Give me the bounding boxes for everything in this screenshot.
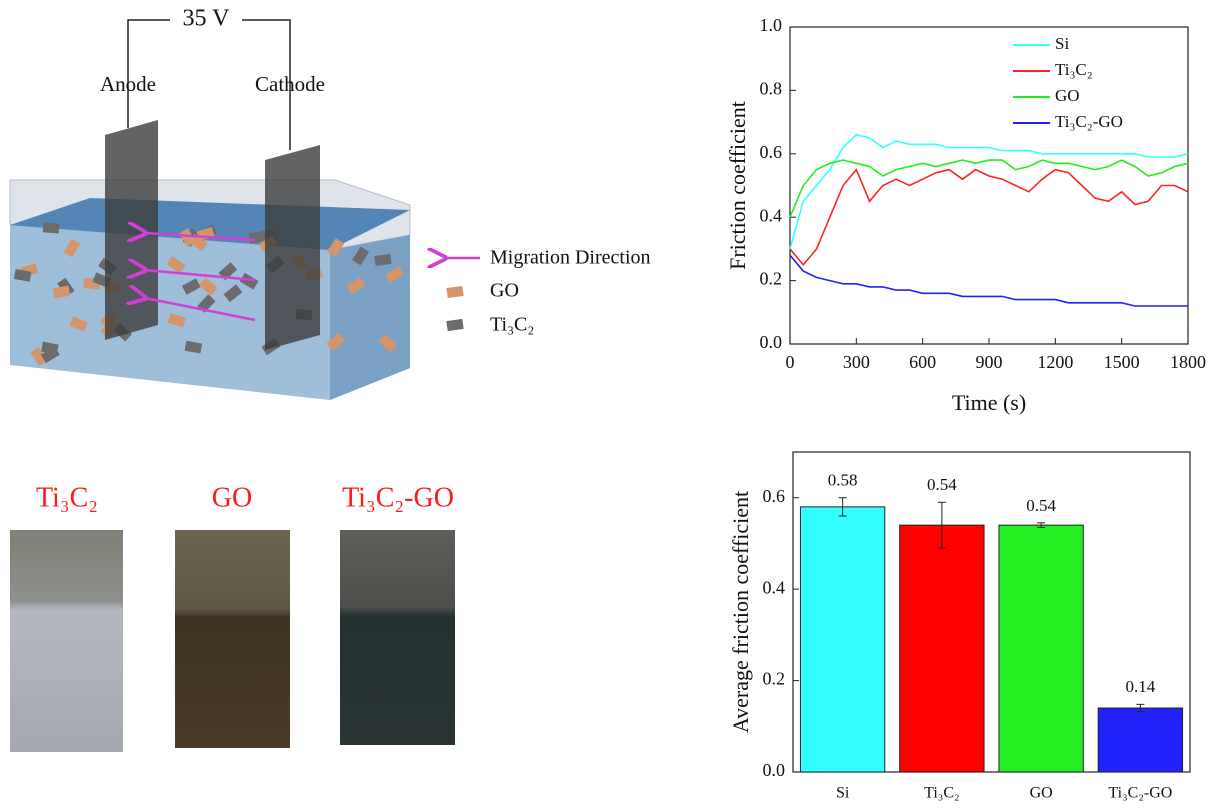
value-label: 0.54: [1026, 496, 1056, 515]
x-tick-label: Si: [836, 785, 850, 802]
y-tick-label: 0.2: [763, 669, 786, 689]
y-tick-label: 0.8: [760, 79, 783, 99]
value-label: 0.14: [1126, 677, 1156, 696]
value-label: 0.58: [828, 471, 858, 490]
cathode-plate: [265, 145, 320, 350]
photo-label: GO: [212, 482, 252, 513]
particle: [374, 254, 391, 266]
y-axis-label: Average friction coefficient: [728, 491, 753, 733]
x-tick-label: Ti₃C₂: [924, 785, 959, 802]
x-tick-label: 1200: [1037, 352, 1073, 372]
line-chart: 0.0 0.2 0.4 0.6 0.8 1.0 Friction coefficient 0 3…: [725, 15, 1206, 415]
x-tick-label: 1500: [1104, 352, 1140, 372]
photo-sample: [175, 530, 290, 748]
anode-plate: [105, 120, 158, 340]
legend-label: Ti₃C₂-GO: [1055, 112, 1123, 131]
x-tick-label: GO: [1030, 785, 1053, 802]
cathode-label: Cathode: [255, 72, 325, 96]
x-tick-label: 0: [786, 352, 795, 372]
bar: [900, 525, 984, 772]
y-tick-label: 0.4: [763, 577, 786, 597]
bar: [800, 507, 884, 772]
photo-sample: [10, 530, 123, 752]
bar: [1098, 708, 1182, 772]
y-tick-label: 0.2: [760, 269, 783, 289]
photo-sample: [340, 530, 455, 745]
x-tick-label: 900: [976, 352, 1003, 372]
anode-label: Anode: [100, 72, 156, 96]
x-tick-label: Ti₃C₂-GO: [1108, 785, 1172, 802]
y-tick-label: 0.4: [760, 205, 783, 225]
y-tick-label: 0.6: [760, 142, 783, 162]
x-tick-label: 300: [843, 352, 870, 372]
legend-go-icon: [446, 286, 463, 298]
bar-chart: 0.0 0.2 0.4 0.6 Average friction coefficient…: [728, 452, 1190, 802]
series-line: [790, 135, 1188, 249]
photos: Ti₃C₂ GO Ti₃C₂-GO: [10, 482, 455, 752]
legend-label: GO: [490, 280, 519, 302]
y-tick-label: 0.0: [760, 332, 783, 352]
figure: 35 V Anode Cathode Migration Direction G…: [0, 0, 1218, 811]
tank-side: [330, 235, 410, 400]
legend-label: Si: [1055, 34, 1069, 53]
y-tick-label: 0.0: [763, 760, 786, 780]
series-line: [790, 170, 1188, 265]
y-tick-label: 1.0: [760, 15, 783, 35]
legend-label: GO: [1055, 86, 1080, 105]
x-tick-label: 1800: [1170, 352, 1206, 372]
photo-label: Ti₃C₂-GO: [342, 482, 454, 513]
x-tick-label: 600: [909, 352, 936, 372]
series-line: [790, 255, 1188, 306]
cell-diagram: 35 V Anode Cathode Migration Direction G…: [10, 6, 651, 401]
charts: 0.0 0.2 0.4 0.6 0.8 1.0 Friction coefficient 0 3…: [725, 15, 1206, 802]
x-axis-label: Time (s): [952, 390, 1026, 415]
legend-label: Migration Direction: [490, 247, 651, 269]
y-tick-label: 0.6: [763, 486, 786, 506]
particle: [43, 222, 60, 233]
legend-ti3c2-icon: [446, 319, 463, 331]
legend-label: Ti₃C₂: [1055, 60, 1093, 79]
value-label: 0.54: [927, 475, 957, 494]
bar: [999, 525, 1083, 772]
series-line: [790, 160, 1188, 217]
legend-label: Ti₃C₂: [490, 314, 534, 336]
voltage-label: 35 V: [183, 6, 231, 32]
y-axis-label: Friction coefficient: [725, 101, 750, 270]
photo-label: Ti₃C₂: [36, 482, 98, 513]
